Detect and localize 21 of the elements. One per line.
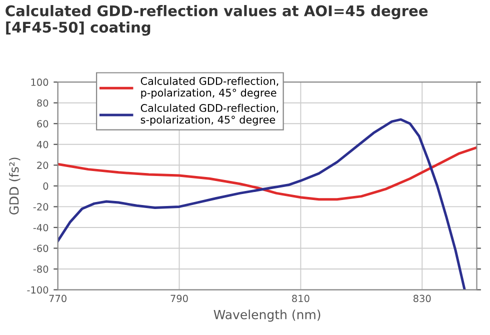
- x-tick-label: 830: [414, 294, 431, 302]
- y-tick-label: -80: [33, 265, 48, 273]
- y-tick-label: 60: [37, 120, 48, 128]
- y-tick-label: 20: [37, 162, 48, 169]
- y-tick-label: 100: [31, 78, 48, 86]
- chart-title: Calculated GDD-reflection values at AOI=45 degree [4F45-50] coating: [6, 5, 428, 36]
- line-series: [58, 146, 477, 201]
- x-tick-label: 790: [170, 294, 188, 302]
- y-tick-label: 0: [43, 182, 48, 190]
- legend-label: Calculated GDD-reflection, p-polarization, 45° degree: [140, 76, 278, 99]
- y-tick-label: -60: [33, 244, 48, 252]
- y-tick-label: -40: [33, 224, 48, 232]
- y-tick-label: 80: [37, 99, 48, 107]
- legend-label: Calculated GDD-reflection, s-polarization, 45° degree: [140, 104, 278, 126]
- x-axis-title: Wavelength (nm): [214, 310, 320, 322]
- x-tick-label: 810: [292, 294, 310, 302]
- y-tick-label: 40: [36, 140, 48, 148]
- y-tick-label: -20: [33, 203, 48, 211]
- y-axis-title: GDD (fs²): [9, 158, 20, 215]
- x-tick-label: 770: [49, 294, 66, 302]
- y-tick-label: -100: [27, 286, 48, 294]
